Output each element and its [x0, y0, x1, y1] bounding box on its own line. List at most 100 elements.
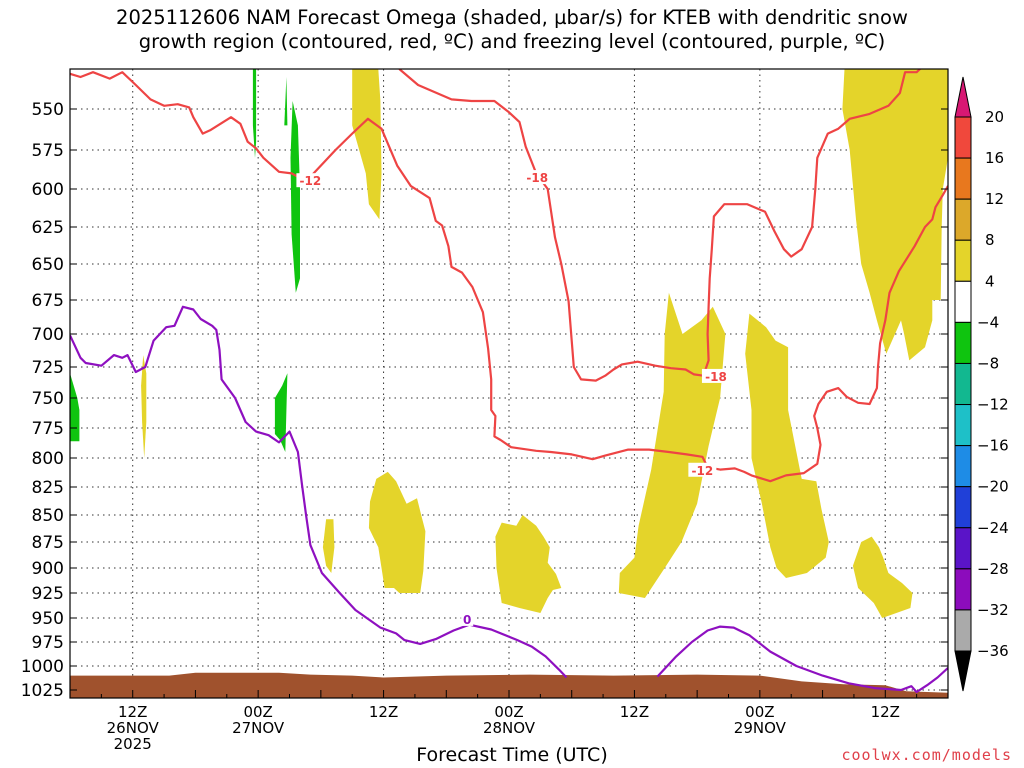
- x-tick-label-18-0: 00Z: [243, 703, 272, 721]
- dgz-label--12-b: -12: [692, 464, 714, 478]
- y-tick-label-775: 775: [32, 419, 64, 439]
- colorbar-label--28: −28: [977, 560, 1009, 578]
- x-tick-label-66-0: 00Z: [745, 703, 774, 721]
- y-tick-label-800: 800: [32, 449, 64, 469]
- omega-region-positive-6: [745, 313, 829, 578]
- freezing-label-0-bg: [461, 611, 474, 626]
- x-tick-label-18-1: 27NOV: [232, 719, 285, 737]
- colorbar-label-20: 20: [985, 108, 1004, 126]
- x-tick-label-54-0: 12Z: [620, 703, 649, 721]
- colorbar-bottom-cap: [954, 650, 972, 692]
- omega-region-negative-9: [252, 69, 257, 158]
- omega-region-positive-4: [495, 515, 562, 613]
- freezing-level-contour-0: [70, 305, 568, 679]
- colorbar-label-8: 8: [985, 231, 995, 249]
- colorbar-swatch-8-to-4: [954, 239, 972, 282]
- terrain-below-ground: [70, 672, 948, 698]
- y-tick-label-675: 675: [32, 291, 64, 311]
- x-tick-label-6-0: 12Z: [118, 703, 147, 721]
- dgz-label--12-bg: [296, 173, 325, 188]
- y-tick-label-600: 600: [32, 180, 64, 200]
- omega-region-positive-0: [352, 69, 382, 220]
- colorbar-swatch--20-to--24: [954, 486, 972, 529]
- contour-label-layer: -12 -18 -12 -18 0: [296, 170, 730, 627]
- dgz-label--12-b-bg: [688, 462, 717, 477]
- y-tick-label-625: 625: [32, 218, 64, 238]
- dgz-label--18-b: -18: [705, 370, 727, 384]
- dgz-label--18-b-bg: [701, 368, 730, 383]
- y-tick-label-975: 975: [32, 633, 64, 653]
- omega-region-positive-8: [852, 536, 913, 618]
- x-tick-label-42-0: 00Z: [494, 703, 523, 721]
- y-tick-label-825: 825: [32, 478, 64, 498]
- chart-title-line-1: 2025112606 NAM Forecast Omega (shaded, µ…: [116, 6, 908, 29]
- colorbar-swatch--4-to--8: [954, 321, 972, 364]
- omega-region-negative-13: [70, 373, 80, 442]
- chart-title: 2025112606 NAM Forecast Omega (shaded, µ…: [0, 6, 1024, 54]
- y-tick-label-750: 750: [32, 389, 64, 409]
- x-tick-label-42-1: 28NOV: [483, 719, 536, 737]
- colorbar-swatch--12-to--16: [954, 404, 972, 447]
- colorbar-swatch-16-to-12: [954, 157, 972, 200]
- colorbar: 20 16 12 8 4 −4 −8 −12 −16 −20 −24 −28 −32 −36: [954, 76, 1009, 692]
- terrain-layer: [70, 672, 948, 698]
- y-tick-label-650: 650: [32, 255, 64, 275]
- omega-region-negative-12: [274, 373, 288, 452]
- y-tick-label-925: 925: [32, 584, 64, 604]
- colorbar-swatch-12-to-8: [954, 198, 972, 241]
- omega-region-positive-1: [141, 355, 147, 458]
- y-tick-label-875: 875: [32, 533, 64, 553]
- omega-region-positive-2: [322, 519, 335, 573]
- colorbar-label-12: 12: [985, 190, 1004, 208]
- colorbar-top-cap: [954, 76, 972, 118]
- colorbar-label--4: −4: [977, 313, 999, 331]
- freezing-label-0: 0: [463, 613, 471, 627]
- y-tick-label-725: 725: [32, 358, 64, 378]
- y-tick-label-850: 850: [32, 506, 64, 526]
- freezing-level-contour-1: [656, 625, 948, 694]
- x-tick-label-66-1: 29NOV: [734, 719, 787, 737]
- colorbar-swatch--16-to--20: [954, 445, 972, 488]
- y-tick-label-900: 900: [32, 559, 64, 579]
- y-tick-label-700: 700: [32, 325, 64, 345]
- colorbar-label--8: −8: [977, 354, 999, 372]
- y-tick-label-550: 550: [32, 100, 64, 120]
- colorbar-swatch--24-to--28: [954, 527, 972, 570]
- x-tick-label-78-0: 12Z: [871, 703, 900, 721]
- y-tick-label-950: 950: [32, 609, 64, 629]
- y-tick-label-1000: 1000: [21, 657, 64, 677]
- dgz-label--18-bg: [523, 170, 552, 185]
- colorbar-label-16: 16: [985, 149, 1004, 167]
- credit-text: coolwx.com/models: [841, 746, 1012, 764]
- colorbar-label--20: −20: [977, 478, 1009, 496]
- dgz-label--18: -18: [526, 171, 548, 185]
- colorbar-label--32: −32: [977, 601, 1009, 619]
- y-tick-label-575: 575: [32, 141, 64, 161]
- dgz-label--12: -12: [300, 174, 322, 188]
- colorbar-swatch-4-to--4: [954, 280, 972, 323]
- colorbar-swatch--28-to--32: [954, 568, 972, 611]
- omega-region-positive-3: [368, 471, 426, 593]
- omega-region-negative-11: [284, 77, 288, 126]
- colorbar-swatch--32-to--36: [954, 609, 972, 652]
- colorbar-swatch-20-to-16: [954, 116, 972, 159]
- colorbar-label--16: −16: [977, 437, 1009, 455]
- x-tick-label-6-2: 2025: [114, 735, 152, 753]
- colorbar-swatch--8-to--12: [954, 362, 972, 406]
- chart-title-line-2: growth region (contoured, red, ºC) and f…: [138, 30, 886, 53]
- omega-shading: [70, 69, 948, 618]
- colorbar-label--24: −24: [977, 519, 1009, 537]
- colorbar-label--12: −12: [977, 396, 1009, 414]
- colorbar-label--36: −36: [977, 642, 1009, 660]
- x-tick-label-6-1: 26NOV: [107, 719, 160, 737]
- x-tick-label-30-0: 12Z: [369, 703, 398, 721]
- dgz-contour--12: [70, 71, 948, 483]
- omega-region-positive-5: [618, 292, 726, 598]
- x-axis-title: Forecast Time (UTC): [416, 744, 608, 766]
- y-tick-label-1025: 1025: [21, 681, 64, 701]
- colorbar-label-4: 4: [985, 272, 995, 290]
- omega-region-positive-7: [842, 69, 948, 361]
- omega-region-negative-10: [290, 101, 300, 293]
